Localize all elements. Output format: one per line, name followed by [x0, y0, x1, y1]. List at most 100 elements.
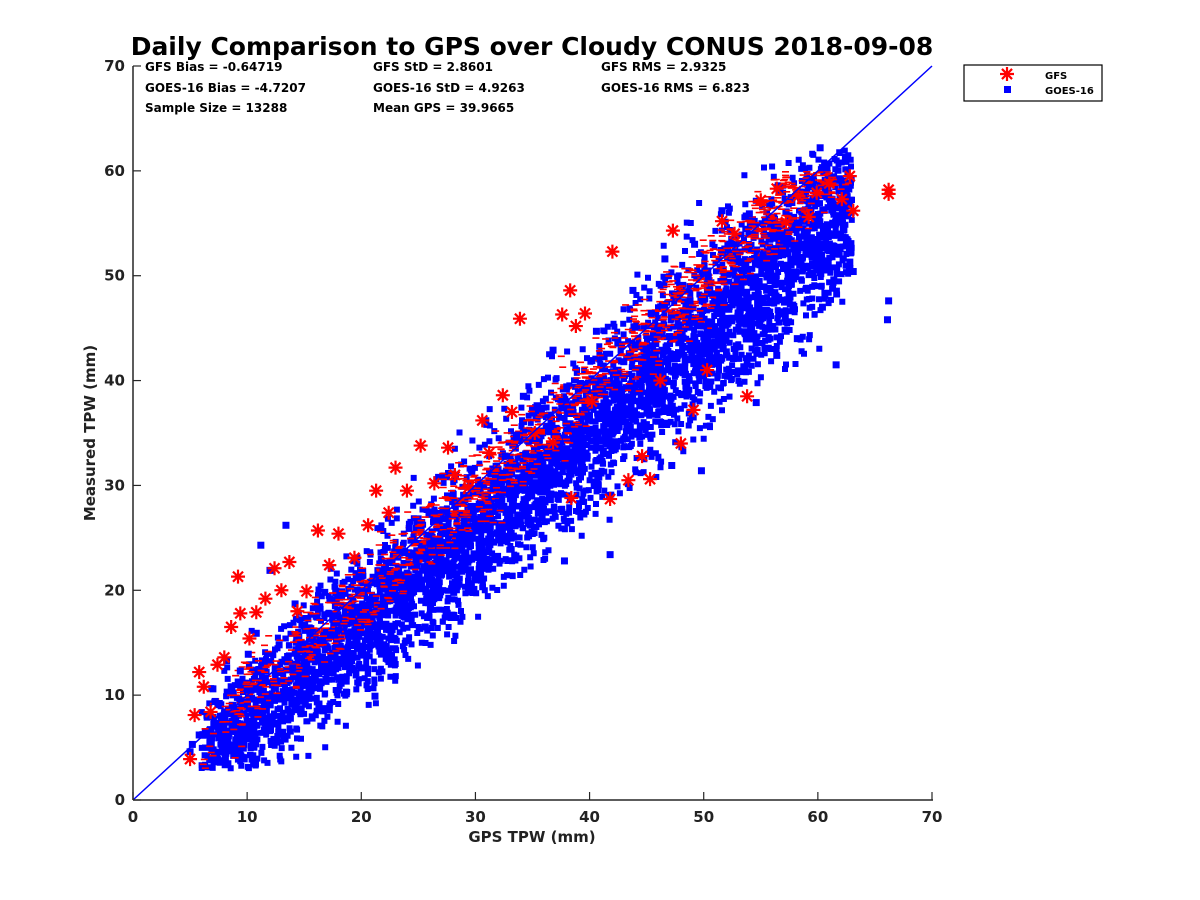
gfs-point [665, 223, 680, 238]
legend: GFS GOES-16 [963, 64, 1103, 102]
goes16-point [613, 412, 621, 420]
goes16-point [357, 664, 365, 672]
gfs-point [482, 445, 497, 460]
goes16-point [697, 467, 705, 475]
gfs-point [834, 192, 849, 207]
goes16-point [506, 508, 514, 516]
goes16-point [371, 692, 379, 700]
gfs-point [441, 440, 456, 455]
gfs-point [224, 619, 239, 634]
gfs-point [621, 473, 636, 488]
gfs-point [210, 657, 225, 672]
goes16-point [232, 716, 240, 724]
goes16-point [729, 355, 737, 363]
legend-goes16-marker [1004, 86, 1011, 93]
gfs-point [563, 283, 578, 298]
legend-gfs-marker [1000, 67, 1014, 81]
goes16-point [209, 685, 217, 693]
goes16-point [620, 358, 628, 366]
gfs-point [495, 388, 510, 403]
goes16-point [227, 683, 235, 691]
goes16-point [832, 361, 840, 369]
gfs-point [192, 665, 207, 680]
point-cloud-background [198, 147, 856, 772]
x-axis-label: GPS TPW (mm) [468, 828, 595, 846]
goes16-point [291, 600, 299, 608]
gfs-point [233, 606, 248, 621]
stat-gfs-bias: GFS Bias = -0.64719 [145, 60, 282, 74]
goes16-point [478, 543, 486, 551]
gfs-point [196, 679, 211, 694]
gfs-point [809, 185, 824, 200]
gfs-point [217, 650, 232, 665]
goes16-point [236, 667, 244, 675]
goes16-point [437, 562, 445, 570]
goes16-point [529, 480, 536, 488]
goes16-point [348, 610, 356, 618]
goes16-point [421, 623, 429, 631]
x-tick-label: 0 [128, 808, 138, 826]
goes16-point [533, 402, 541, 410]
goes16-point [298, 621, 306, 629]
goes16-point [808, 253, 816, 261]
goes16-series [186, 144, 893, 756]
x-tick-label: 50 [693, 808, 714, 826]
gfs-point [568, 319, 583, 334]
goes16-point [767, 288, 775, 296]
goes16-point [275, 641, 283, 649]
y-tick-label: 0 [115, 791, 125, 809]
gfs-point [187, 708, 202, 723]
goes16-point [700, 322, 708, 330]
goes16-point [686, 297, 694, 305]
goes16-point [316, 637, 324, 645]
goes16-point [560, 557, 568, 565]
goes16-point [574, 435, 582, 443]
goes16-point [594, 486, 602, 494]
goes16-point [203, 713, 211, 721]
goes16-point [414, 580, 422, 588]
gfs-point [673, 436, 688, 451]
gfs-point [388, 460, 403, 475]
goes16-point [366, 601, 374, 609]
gfs-point [842, 169, 857, 184]
goes16-point [549, 346, 557, 354]
stat-mean-gps: Mean GPS = 39.9665 [373, 101, 514, 115]
goes16-point [839, 233, 847, 241]
goes16-point [647, 309, 655, 317]
goes16-point [883, 316, 891, 324]
y-tick-label: 20 [104, 581, 125, 599]
goes16-point [501, 452, 509, 460]
goes16-point [282, 521, 290, 529]
stat-gfs-std: GFS StD = 2.8601 [373, 60, 493, 74]
gfs-point [791, 189, 806, 204]
goes16-point [513, 431, 521, 439]
goes16-point [540, 488, 548, 496]
reference-line-group [132, 65, 933, 801]
y-tick-label: 70 [104, 57, 125, 75]
goes16-point [606, 551, 614, 559]
goes16-point [257, 541, 265, 549]
gfs-point [643, 472, 658, 487]
gfs-point [727, 226, 742, 241]
gfs-point [290, 604, 305, 619]
goes16-point [430, 564, 438, 572]
goes16-point [355, 573, 363, 581]
gfs-point [714, 214, 729, 229]
goes16-point [652, 383, 660, 391]
gfs-point [447, 467, 462, 482]
goes16-point [426, 540, 434, 548]
goes16-point [244, 650, 252, 658]
x-tick-label: 10 [237, 808, 258, 826]
gfs-point [753, 193, 768, 208]
goes16-point [379, 567, 387, 575]
goes16-point [588, 357, 596, 365]
gfs-point [322, 558, 337, 573]
goes16-point [718, 207, 726, 215]
gfs-density-cloud [199, 170, 852, 769]
goes16-point [385, 578, 393, 586]
legend-label-goes16: GOES-16 [1045, 86, 1094, 97]
goes16-point [405, 524, 413, 532]
goes16-point [401, 549, 409, 557]
goes16-point [759, 251, 767, 259]
